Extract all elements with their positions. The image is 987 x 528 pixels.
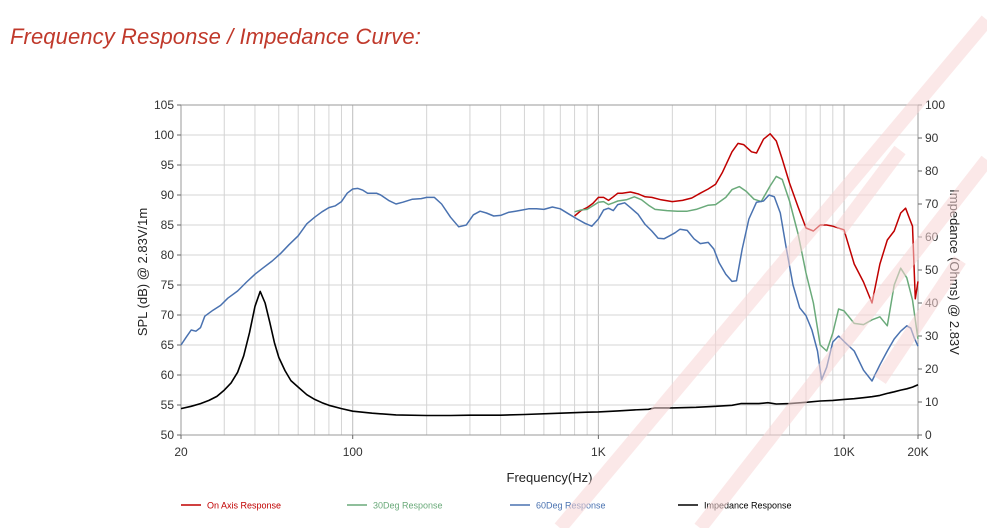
x-tick-label: 20 bbox=[174, 445, 188, 459]
y2-tick-label: 0 bbox=[925, 428, 932, 442]
x-tick-label: 1K bbox=[591, 445, 606, 459]
y2-tick-label: 90 bbox=[925, 131, 939, 145]
y2-tick-label: 70 bbox=[925, 197, 939, 211]
y-tick-label: 50 bbox=[161, 428, 175, 442]
y2-tick-label: 30 bbox=[925, 329, 939, 343]
y-tick-label: 75 bbox=[161, 278, 175, 292]
series-line-4 bbox=[181, 291, 918, 415]
y-tick-label: 90 bbox=[161, 188, 175, 202]
x-tick-label: 20K bbox=[907, 445, 928, 459]
y2-tick-label: 60 bbox=[925, 230, 939, 244]
y-axis-title: SPL (dB) @ 2.83V/1m bbox=[135, 208, 150, 336]
y-tick-label: 95 bbox=[161, 158, 175, 172]
y2-tick-label: 100 bbox=[925, 98, 945, 112]
x-axis-title: Frequency(Hz) bbox=[507, 470, 593, 485]
y-tick-label: 55 bbox=[161, 398, 175, 412]
x-tick-label: 100 bbox=[343, 445, 363, 459]
y2-tick-label: 50 bbox=[925, 263, 939, 277]
y2-tick-label: 40 bbox=[925, 296, 939, 310]
y-tick-label: 70 bbox=[161, 308, 175, 322]
y2-axis-title: Impedance (Ohms) @ 2.83V bbox=[947, 189, 962, 355]
y2-tick-label: 80 bbox=[925, 164, 939, 178]
legend-label: 60Deg Response bbox=[536, 501, 606, 511]
y-tick-label: 85 bbox=[161, 218, 175, 232]
y2-tick-label: 10 bbox=[925, 395, 939, 409]
y-tick-label: 80 bbox=[161, 248, 175, 262]
plot-area bbox=[181, 105, 918, 435]
chart-series bbox=[181, 134, 918, 416]
legend-label: Impedance Response bbox=[704, 501, 792, 511]
x-tick-label: 10K bbox=[833, 445, 854, 459]
y-tick-label: 60 bbox=[161, 368, 175, 382]
legend-label: On Axis Response bbox=[207, 501, 281, 511]
legend-label: 30Deg Response bbox=[373, 501, 443, 511]
y-tick-label: 105 bbox=[154, 98, 174, 112]
y-tick-label: 100 bbox=[154, 128, 174, 142]
y-tick-label: 65 bbox=[161, 338, 175, 352]
y2-tick-label: 20 bbox=[925, 362, 939, 376]
chart-grid bbox=[181, 105, 918, 435]
chart-legend: On Axis Response 30Deg Response 60Deg Resp… bbox=[181, 501, 792, 511]
